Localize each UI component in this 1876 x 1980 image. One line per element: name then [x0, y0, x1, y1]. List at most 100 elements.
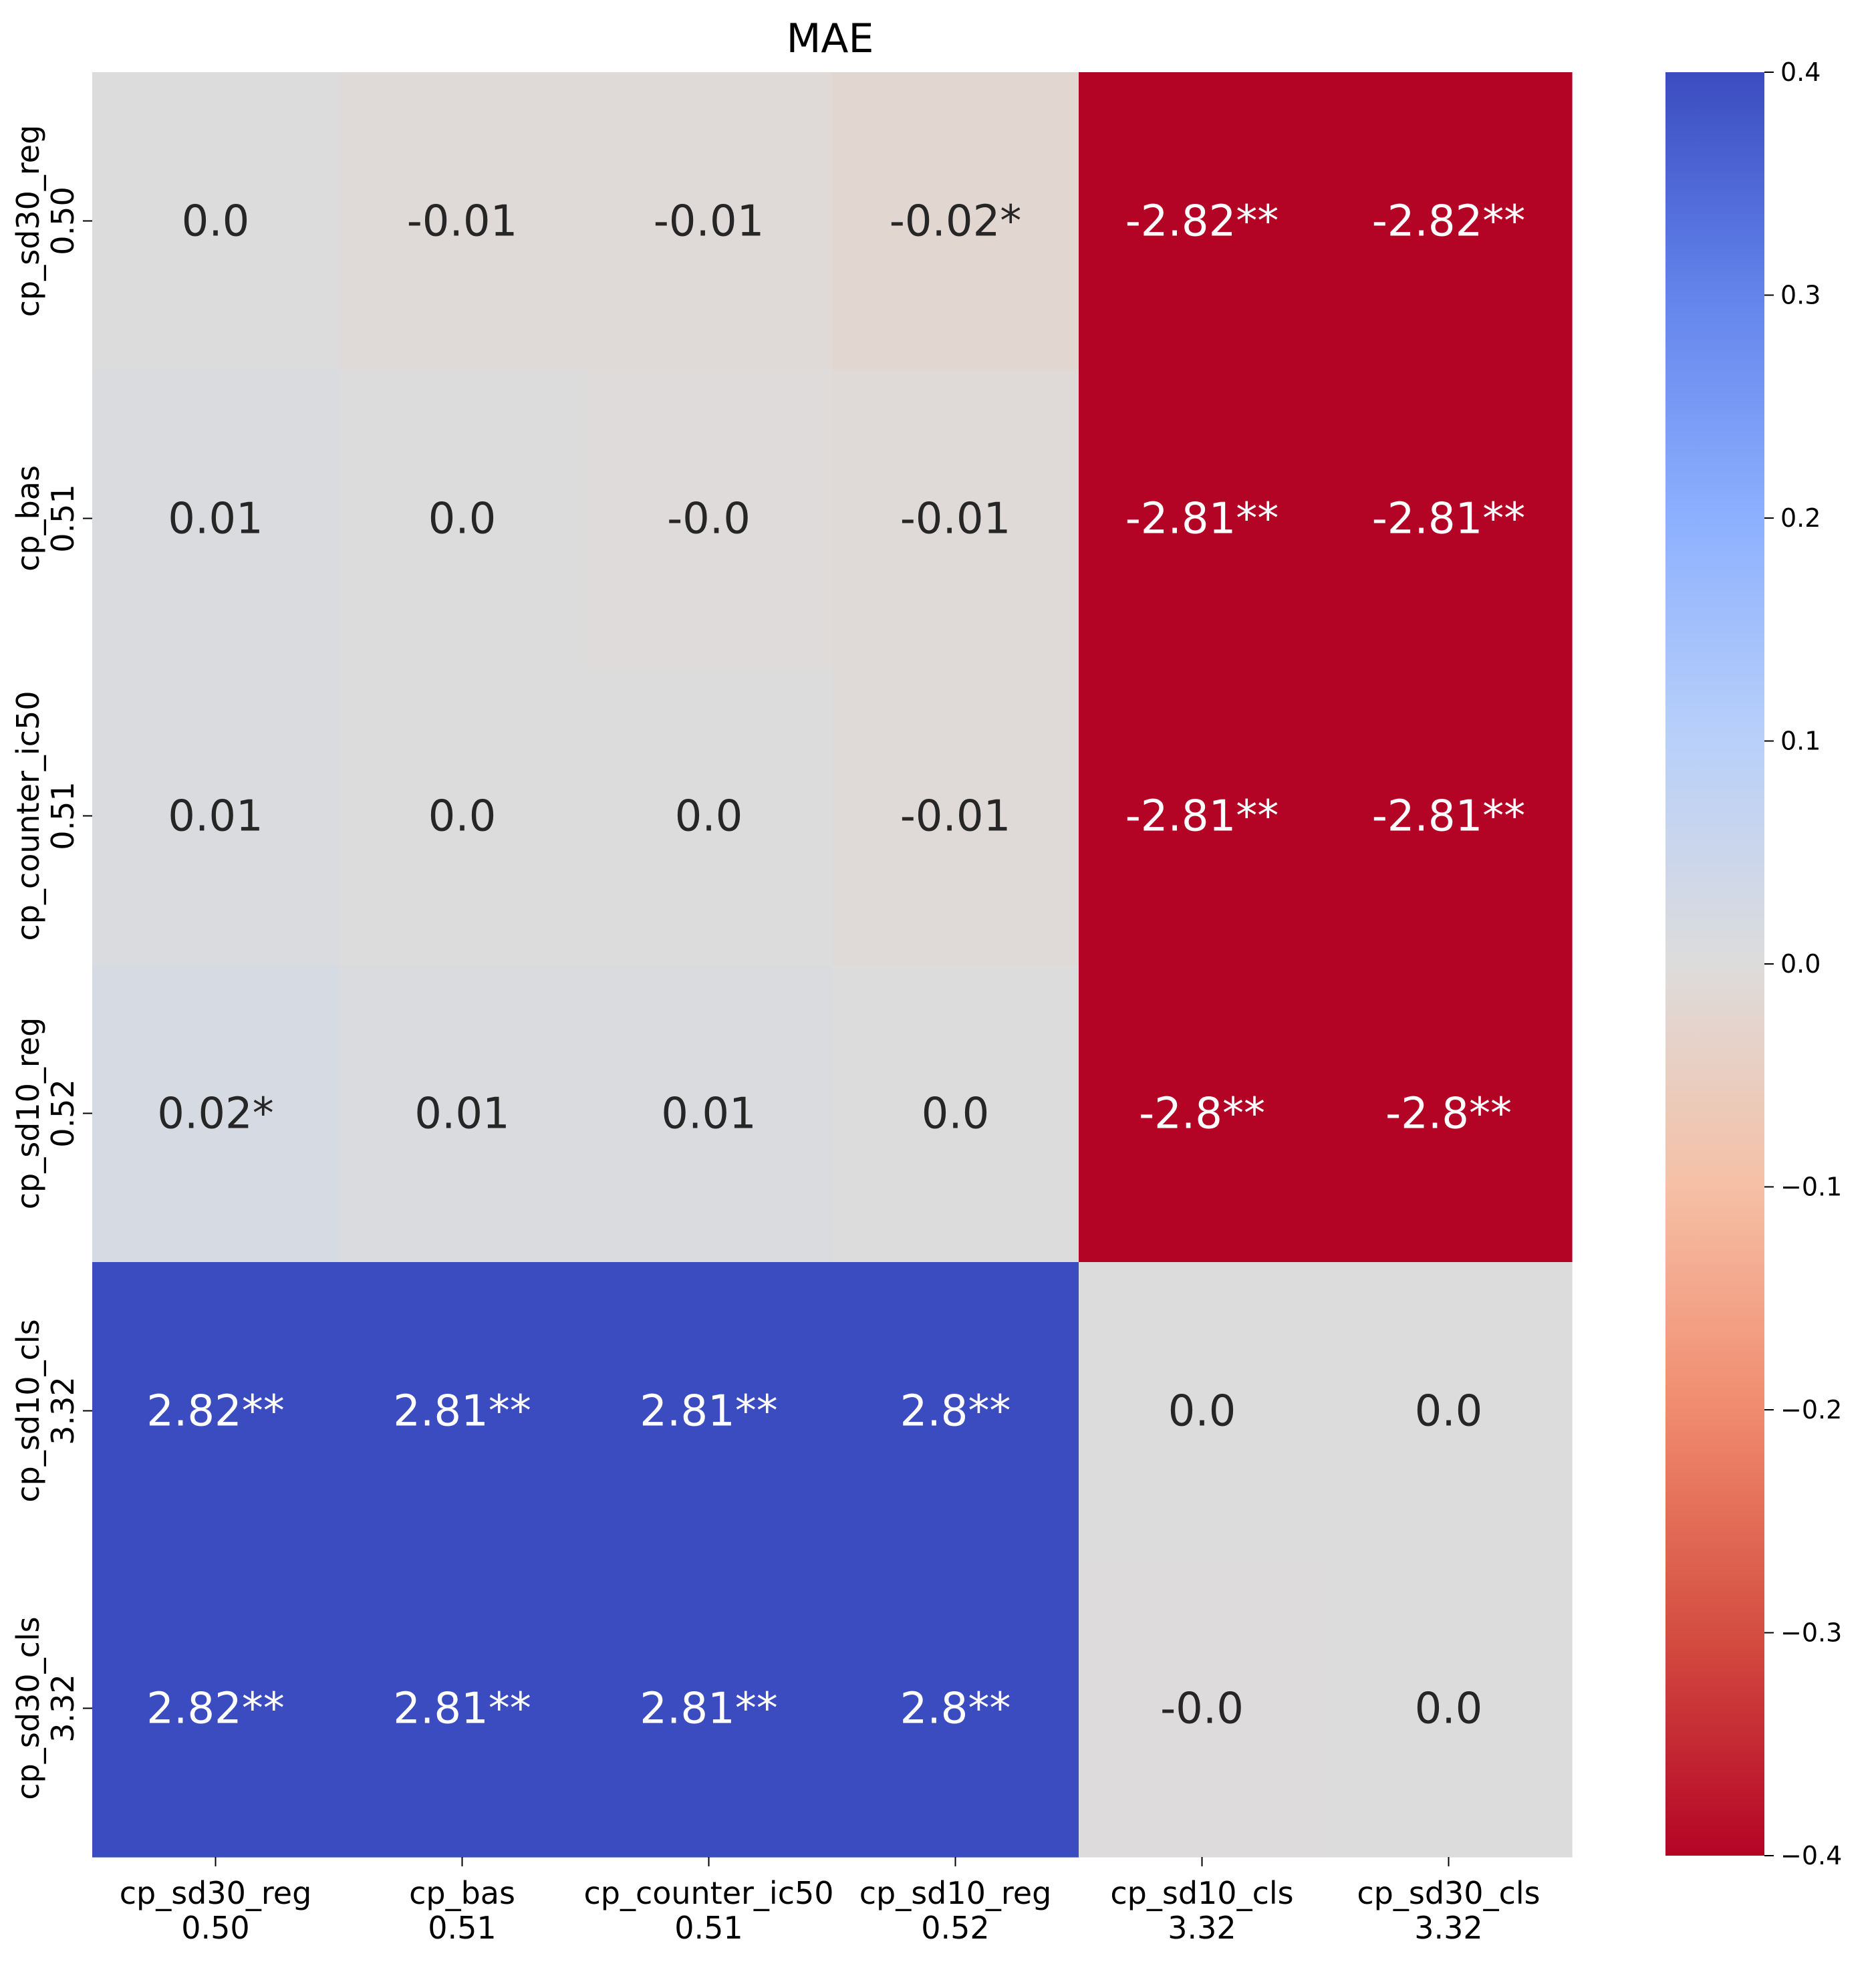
cell-annotation: 2.82**: [146, 1387, 285, 1437]
y-tick-label: cp_sd30_reg: [10, 125, 46, 318]
x-tick-label: cp_sd10_cls: [1110, 1875, 1293, 1911]
heatmap-cell: [92, 1262, 340, 1560]
cell-annotation: 2.81**: [393, 1387, 531, 1437]
heatmap-cell: [92, 965, 340, 1263]
heatmap-cell: [1325, 1560, 1573, 1858]
colorbar-tick-label: 0.2: [1780, 503, 1821, 533]
heatmap-cell: [585, 370, 833, 668]
heatmap-cell: [92, 667, 340, 965]
y-tick-score: 3.32: [45, 1674, 81, 1742]
heatmap-cell: [1325, 72, 1573, 370]
cell-annotation: -2.81**: [1372, 792, 1526, 842]
heatmap-cell: [92, 72, 340, 370]
heatmap-cell: [1079, 72, 1326, 370]
heatmap-cell: [832, 370, 1079, 668]
x-tick-label: cp_sd30_cls: [1357, 1875, 1540, 1911]
cell-annotation: 2.8**: [900, 1685, 1011, 1734]
colorbar-tick-label: 0.0: [1780, 949, 1821, 979]
colorbar-tick-label: −0.2: [1780, 1395, 1842, 1425]
heatmap-annotations: 0.0 -0.01 -0.01 -0.02* -2.82** -2.82** 0.01 0.0…: [146, 197, 1525, 1734]
x-tick-score: 3.32: [1414, 1910, 1482, 1946]
y-tick-score: 0.50: [45, 187, 81, 255]
y-tick-label: cp_sd10_cls: [10, 1319, 46, 1502]
heatmap-cell: [1079, 965, 1326, 1263]
colorbar-tick-label: 0.1: [1780, 727, 1821, 756]
colorbar-tick-label: 0.4: [1780, 57, 1821, 87]
heatmap-cell: [585, 667, 833, 965]
heatmap-cell: [1325, 370, 1573, 668]
heatmap-cell: [1079, 1262, 1326, 1560]
y-tick-label: cp_counter_ic50: [10, 691, 46, 941]
heatmap-cell: [339, 1560, 586, 1858]
y-tick-score: 0.52: [45, 1079, 81, 1147]
cell-annotation: -0.01: [654, 197, 765, 247]
y-tick-score: 0.51: [45, 781, 81, 850]
cell-annotation: 0.0: [922, 1090, 990, 1139]
heatmap-cell: [585, 1560, 833, 1858]
heatmap-cell: [1325, 965, 1573, 1263]
cell-annotation: 0.0: [675, 792, 743, 842]
heatmap-cell: [585, 72, 833, 370]
heatmap-cells: [92, 72, 1573, 1858]
heatmap-cell: [832, 1262, 1079, 1560]
heatmap-cell: [832, 72, 1079, 370]
cell-annotation: 0.0: [428, 792, 497, 842]
heatmap-cell: [339, 965, 586, 1263]
cell-annotation: 2.81**: [640, 1387, 778, 1437]
heatmap-cell: [1079, 370, 1326, 668]
x-tick-score: 0.52: [921, 1910, 989, 1946]
cell-annotation: 0.0: [428, 495, 497, 544]
y-tick-label: cp_sd10_reg: [10, 1017, 46, 1210]
cell-annotation: 2.81**: [393, 1685, 531, 1734]
cell-annotation: -0.01: [900, 495, 1011, 544]
colorbar-gradient: [1665, 72, 1764, 1856]
cell-annotation: -2.8**: [1139, 1090, 1265, 1139]
heatmap-cell: [832, 965, 1079, 1263]
cell-annotation: 2.82**: [146, 1685, 285, 1734]
cell-annotation: 2.81**: [640, 1685, 778, 1734]
chart-title: MAE: [787, 15, 874, 62]
cell-annotation: 0.0: [1168, 1387, 1236, 1437]
cell-annotation: -2.82**: [1125, 197, 1279, 247]
x-tick-score: 0.50: [181, 1910, 249, 1946]
x-tick-score: 0.51: [428, 1910, 496, 1946]
heatmap-cell: [1079, 667, 1326, 965]
x-tick-score: 3.32: [1168, 1910, 1236, 1946]
cell-annotation: 0.0: [1415, 1685, 1483, 1734]
x-tick-label: cp_sd10_reg: [859, 1875, 1052, 1911]
cell-annotation: 0.01: [661, 1090, 757, 1139]
colorbar-tick-label: −0.4: [1780, 1841, 1842, 1870]
x-tick-label: cp_bas: [409, 1875, 515, 1911]
cell-annotation: -2.8**: [1385, 1090, 1512, 1139]
cell-annotation: 0.0: [1415, 1387, 1483, 1437]
cell-annotation: 2.8**: [900, 1387, 1011, 1437]
x-tick-label: cp_sd30_reg: [120, 1875, 312, 1911]
heatmap-cell: [1325, 1262, 1573, 1560]
heatmap-cell: [339, 72, 586, 370]
colorbar-tick-label: −0.3: [1780, 1618, 1842, 1648]
heatmap-cell: [92, 370, 340, 668]
colorbar: 0.4 0.3 0.2 0.1 0.0 −0.1 −0.2 −0.3 −0.4: [1665, 57, 1842, 1870]
heatmap-cell: [832, 1560, 1079, 1858]
cell-annotation: -0.0: [667, 495, 751, 544]
cell-annotation: 0.01: [414, 1090, 510, 1139]
heatmap-cell: [1079, 1560, 1326, 1858]
cell-annotation: -0.0: [1160, 1685, 1244, 1734]
cell-annotation: -0.02*: [890, 197, 1022, 247]
y-tick-score: 0.51: [45, 484, 81, 552]
y-tick-label: cp_sd30_cls: [10, 1616, 46, 1800]
cell-annotation: 0.02*: [157, 1090, 274, 1139]
heatmap-cell: [585, 965, 833, 1263]
x-tick-label: cp_counter_ic50: [583, 1875, 833, 1911]
cell-annotation: -2.82**: [1372, 197, 1526, 247]
colorbar-tick-label: 0.3: [1780, 281, 1821, 310]
heatmap-cell: [339, 1262, 586, 1560]
heatmap-cell: [1325, 667, 1573, 965]
cell-annotation: -2.81**: [1125, 495, 1279, 544]
